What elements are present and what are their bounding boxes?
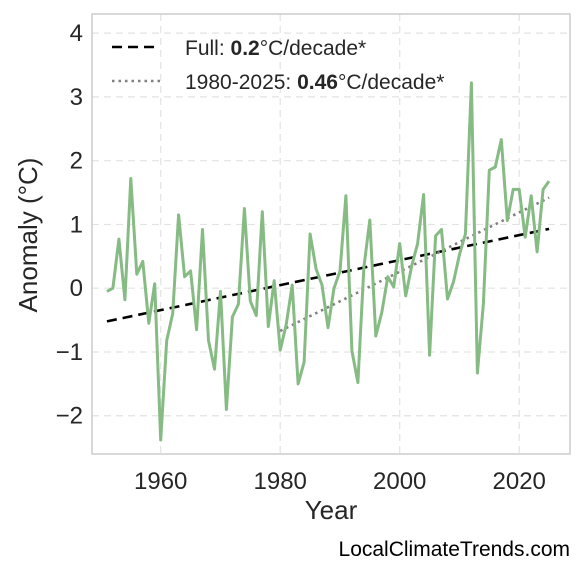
y-tick-label: −1 [56, 339, 83, 366]
x-tick-label: 2000 [373, 468, 426, 495]
y-tick-label: 3 [70, 84, 83, 111]
y-tick-label: 2 [70, 148, 83, 175]
y-tick-label: 1 [70, 211, 83, 238]
x-tick-label: 2020 [493, 468, 546, 495]
y-tick-label: −2 [56, 403, 83, 430]
anomaly-series-line [106, 81, 551, 442]
recent-trend-line [279, 196, 550, 333]
legend-recent-value: 0.46 [297, 71, 338, 94]
legend-full-value: 0.2 [231, 37, 260, 60]
x-axis-ticks: 1960 1980 2000 2020 [134, 468, 546, 495]
y-axis-ticks: −2 −1 0 1 2 3 4 [56, 20, 83, 430]
watermark-text: LocalClimateTrends.com [338, 538, 570, 561]
x-axis-title: Year [305, 495, 358, 525]
legend: Full: 0.2°C/decade* 1980-2025: 0.46°C/de… [112, 37, 444, 94]
legend-full-label: Full: 0.2°C/decade* [185, 37, 366, 60]
y-axis-title: Anomaly (°C) [13, 158, 43, 313]
legend-recent-label: 1980-2025: 0.46°C/decade* [185, 71, 444, 94]
grid-lines [92, 14, 570, 454]
x-tick-label: 1960 [134, 468, 187, 495]
plot-frame [91, 13, 571, 455]
x-tick-label: 1980 [254, 468, 307, 495]
y-tick-label: 0 [70, 275, 83, 302]
y-tick-label: 4 [70, 20, 83, 47]
